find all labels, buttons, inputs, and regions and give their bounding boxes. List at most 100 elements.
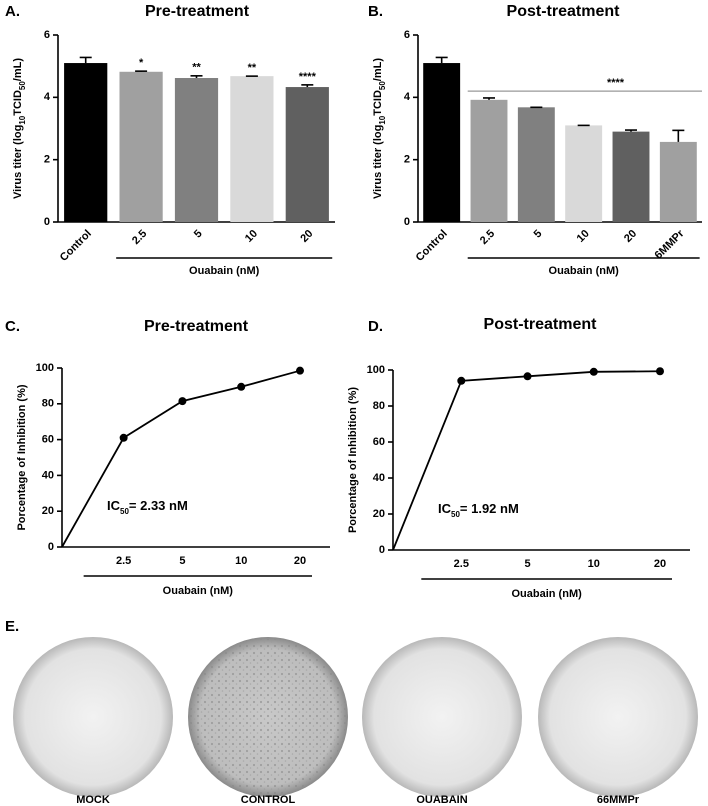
y-axis-label-part: TCID (12, 90, 24, 116)
y-tick-label: 0 (379, 544, 385, 556)
y-axis-label-part: /mL) (12, 58, 24, 82)
y-tick-label: 80 (373, 400, 385, 412)
x-tick-label: 20 (654, 558, 666, 570)
y-tick-label: 100 (367, 364, 385, 376)
annotation-part: 50 (451, 510, 460, 519)
chart-title: Post-treatment (507, 3, 621, 20)
significance-label: **** (299, 71, 317, 83)
significance-label: ** (248, 62, 257, 74)
annotation: IC50= 1.92 nM (438, 501, 519, 518)
point (457, 376, 466, 385)
line (61, 369, 301, 548)
y-tick-label: 20 (42, 505, 54, 517)
bar (174, 78, 219, 222)
bar (285, 87, 329, 222)
x-tick-label: 5 (179, 555, 185, 567)
y-axis-label-part: TCID (372, 90, 384, 116)
x-tick-label: 2.5 (116, 555, 131, 567)
x-tick-label: 2.5 (454, 558, 469, 570)
chart-title: Post-treatment (484, 316, 598, 333)
significance-label: **** (607, 77, 625, 89)
y-tick-label: 100 (36, 362, 54, 374)
x-tick-label: 5 (192, 228, 205, 241)
plate-image (362, 637, 522, 797)
x-tick-label: 20 (622, 228, 639, 245)
bar (612, 131, 650, 222)
y-axis-label-part: 50 (378, 81, 387, 90)
x-tick-label: 5 (524, 558, 530, 570)
y-tick-label: 0 (44, 216, 50, 228)
y-axis-label-part: /mL) (372, 58, 384, 82)
x-tick-label: 10 (588, 558, 600, 570)
panel-label: C. (5, 318, 20, 335)
line (392, 370, 661, 551)
bar (659, 141, 697, 222)
chart-title: Pre-treatment (144, 318, 249, 335)
plate-image (538, 637, 698, 797)
bar (230, 76, 274, 222)
annotation-part: 50 (120, 507, 129, 516)
point (296, 366, 304, 375)
y-axis-label: Virus titer (log10TCID50/mL) (372, 58, 387, 199)
x-axis-label: Ouabain (nM) (189, 265, 260, 277)
y-tick-label: 2 (44, 154, 50, 166)
point (523, 372, 532, 381)
y-tick-label: 40 (373, 472, 385, 484)
y-tick-label: 40 (42, 469, 54, 481)
annotation-part: IC (438, 501, 452, 516)
y-tick-label: 6 (44, 29, 50, 41)
point (119, 433, 128, 442)
bar (517, 107, 555, 222)
y-tick-label: 80 (42, 398, 54, 410)
y-tick-label: 60 (42, 434, 54, 446)
y-tick-label: 0 (404, 216, 410, 228)
significance-label: ** (192, 62, 201, 74)
point (589, 367, 598, 376)
annotation-part: = 2.33 nM (129, 499, 188, 514)
bar (565, 125, 603, 222)
x-tick-label: 2.5 (130, 228, 149, 247)
point (656, 367, 664, 376)
x-tick-label: 5 (532, 228, 545, 241)
x-tick-label: 10 (575, 228, 592, 245)
x-axis-label: Ouabain (nM) (512, 588, 583, 600)
panel-label: B. (368, 3, 383, 20)
point (237, 382, 246, 391)
y-axis-label-part: Virus titer (log (372, 125, 384, 199)
x-tick-label: Control (414, 228, 450, 264)
y-axis-label-part: 10 (18, 115, 27, 124)
y-axis-label-part: 10 (378, 115, 387, 124)
x-axis-label: Ouabain (nM) (163, 585, 234, 597)
y-tick-label: 0 (48, 541, 54, 553)
x-tick-label: Control (58, 228, 94, 264)
bar (470, 99, 508, 222)
y-tick-label: 60 (373, 436, 385, 448)
y-axis-label: Porcentage of Inhibition (%) (16, 384, 28, 530)
chart-title: Pre-treatment (145, 3, 250, 20)
x-tick-label: 20 (298, 228, 315, 245)
y-tick-label: 20 (373, 508, 385, 520)
bar (423, 63, 461, 222)
bar (64, 63, 108, 222)
point (178, 397, 187, 406)
y-axis-label: Virus titer (log10TCID50/mL) (12, 58, 27, 199)
bar (119, 71, 163, 222)
y-tick-label: 6 (404, 29, 410, 41)
x-tick-label: 10 (235, 555, 247, 567)
plate-image (13, 637, 173, 797)
annotation-part: IC (107, 499, 121, 514)
panel-label: D. (368, 318, 383, 335)
panel-label: A. (5, 3, 20, 20)
x-axis-label: Ouabain (nM) (549, 265, 620, 277)
significance-label: * (139, 57, 144, 69)
x-tick-label: 20 (294, 555, 306, 567)
plate-texture (190, 639, 346, 795)
plate-caption: 66MMPr (597, 794, 640, 806)
plate-caption: MOCK (76, 794, 110, 806)
y-axis-label-part: Virus titer (log (12, 125, 24, 199)
y-axis-label-part: 50 (18, 81, 27, 90)
annotation-part: = 1.92 nM (460, 501, 519, 516)
plate-caption: OUABAIN (416, 794, 467, 806)
y-tick-label: 4 (44, 91, 51, 103)
